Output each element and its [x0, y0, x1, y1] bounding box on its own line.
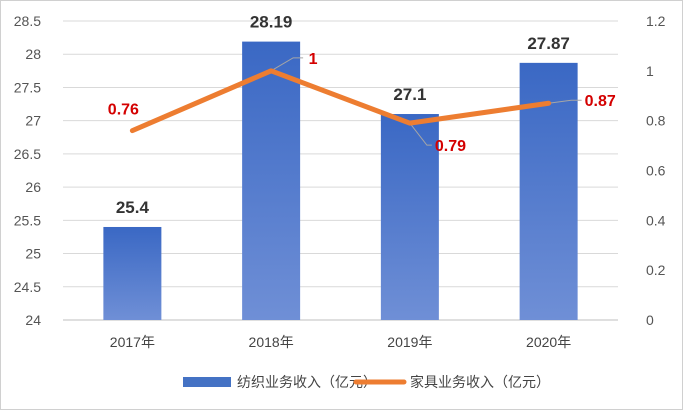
left-tick-label: 26: [25, 179, 41, 195]
leader-line: [270, 57, 304, 72]
leader-line: [409, 122, 432, 146]
category-label: 2018年: [249, 334, 294, 350]
bar: [103, 226, 162, 320]
line-data-label: 0.79: [435, 138, 466, 155]
left-tick-label: 26.5: [14, 146, 41, 162]
bar-data-labels: 25.4 28.19 27.1 27.87: [116, 13, 570, 217]
right-tick-label: 0.8: [646, 113, 666, 129]
category-label: 2019年: [387, 334, 432, 350]
left-tick-label: 25.5: [14, 212, 41, 228]
left-tick-label: 27: [25, 113, 41, 129]
right-tick-label: 0.4: [646, 212, 666, 228]
left-tick-label: 24: [25, 312, 41, 328]
line-path: [129, 68, 552, 134]
line-data-labels: 0.76 1 0.79 0.87: [108, 51, 616, 155]
right-axis-ticks: 0 0.2 0.4 0.6 0.8 1 1.2: [646, 13, 666, 328]
left-axis-ticks: 24 24.5 25 25.5 26 26.5 27 27.5 28 28.5: [14, 13, 41, 328]
leader-lines: [270, 57, 582, 146]
bar: [380, 114, 439, 321]
legend: 纺织业务收入（亿元） 家具业务收入（亿元）: [183, 374, 550, 390]
right-tick-label: 0: [646, 312, 654, 328]
line-series: [129, 68, 552, 134]
legend-swatch-bar: [183, 377, 231, 387]
bar-data-label: 28.19: [250, 13, 293, 32]
category-label: 2017年: [110, 334, 155, 350]
left-tick-label: 25: [25, 246, 41, 262]
leader-line: [548, 99, 582, 104]
bar-data-label: 25.4: [116, 198, 150, 217]
category-label: 2020年: [526, 334, 571, 350]
bar-series: [103, 41, 578, 321]
legend-label-bar: 纺织业务收入（亿元）: [237, 374, 377, 390]
left-tick-label: 28: [25, 46, 41, 62]
line-data-label: 0.76: [108, 102, 139, 119]
line-data-label: 1: [309, 51, 318, 68]
category-axis: 2017年 2018年 2019年 2020年: [110, 334, 571, 350]
legend-label-line: 家具业务收入（亿元）: [410, 374, 550, 390]
left-tick-label: 24.5: [14, 279, 41, 295]
bar-data-label: 27.1: [393, 85, 426, 104]
right-tick-label: 0.2: [646, 262, 666, 278]
bar-data-label: 27.87: [527, 34, 570, 53]
left-tick-label: 27.5: [14, 79, 41, 95]
right-tick-label: 1: [646, 63, 654, 79]
right-tick-label: 0.6: [646, 163, 666, 179]
bar: [242, 41, 301, 320]
right-tick-label: 1.2: [646, 13, 666, 29]
line-data-label: 0.87: [585, 93, 616, 110]
left-tick-label: 28.5: [14, 13, 41, 29]
